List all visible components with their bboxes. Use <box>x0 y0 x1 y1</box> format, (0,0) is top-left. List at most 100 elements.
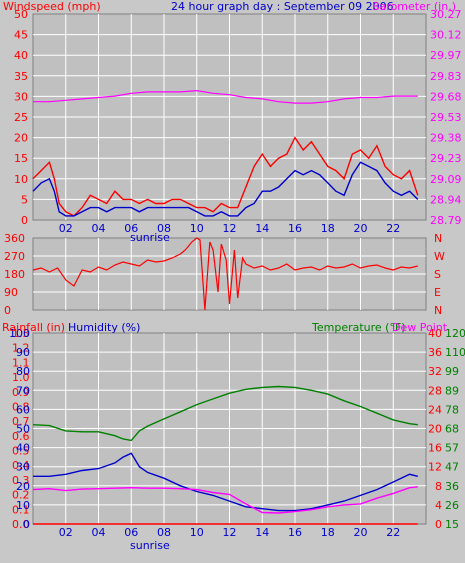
temp-f-y-tick-label: 99 <box>445 365 459 378</box>
barometer-y-tick-label: 29.83 <box>430 70 462 83</box>
temp-f-y-tick-label: 26 <box>445 499 459 512</box>
windspeed-axis-label: Windspeed (mph) <box>3 0 101 13</box>
x-tick-label: 08 <box>157 526 171 539</box>
humidity-y-tick-label: 10 <box>16 499 30 512</box>
x-tick-label: 12 <box>223 526 237 539</box>
barometer-y-tick-label: 29.23 <box>430 152 462 165</box>
compass-tick-label: N <box>434 304 442 317</box>
wind-y-tick-label: 20 <box>14 132 28 145</box>
x-tick-label: 10 <box>190 222 204 235</box>
temp-c-y-tick-label: 16 <box>428 442 442 455</box>
wind-y-tick-label: 10 <box>14 173 28 186</box>
rain-y-tick-label: 0.4 <box>12 459 30 472</box>
x-tick-label: 08 <box>157 222 171 235</box>
x-tick-label: 06 <box>124 222 138 235</box>
wind-y-tick-label: 15 <box>14 152 28 165</box>
x-tick-label: 18 <box>321 222 335 235</box>
wind-direction-line <box>32 237 418 311</box>
rain-y-tick-label: 0.8 <box>12 400 30 413</box>
temp-c-y-tick-label: 20 <box>428 423 442 436</box>
humidity-y-tick-label: 90 <box>16 346 30 359</box>
temp-c-y-tick-label: 4 <box>435 499 442 512</box>
chart-title: 24 hour graph day : September 09 2006 <box>171 0 394 13</box>
temperature-axis-label: Temperature (°F) <box>311 321 406 334</box>
x-tick-label: 20 <box>354 526 368 539</box>
series-lines <box>32 89 419 525</box>
humidity-axis-label: Humidity (%) <box>68 321 140 334</box>
rain-y-tick-label: 0.9 <box>12 386 30 399</box>
barometer-y-tick-label: 30.12 <box>430 29 462 42</box>
temp-f-y-tick-label: 120 <box>445 327 465 340</box>
wind-average-line <box>32 161 419 217</box>
rain-y-tick-label: 0.3 <box>12 474 30 487</box>
windspeed-line <box>32 136 419 217</box>
humidity-y-tick-label: 40 <box>16 442 30 455</box>
direction-y-tick-label: 180 <box>4 268 25 281</box>
dewpoint-axis-label: Dew Point <box>392 321 448 334</box>
humidity-y-tick-label: 100 <box>9 327 30 340</box>
rainfall-axis-label: Rainfall (in) <box>2 321 65 334</box>
x-tick-label: 20 <box>354 222 368 235</box>
compass-tick-label: W <box>434 250 445 263</box>
x-tick-label: 16 <box>288 526 302 539</box>
rain-y-tick-label: 1.0 <box>12 371 30 384</box>
temp-c-y-tick-label: 36 <box>428 346 442 359</box>
x-tick-label: 16 <box>288 222 302 235</box>
temp-f-y-tick-label: 15 <box>445 518 459 531</box>
barometer-y-tick-label: 29.09 <box>430 173 462 186</box>
temp-f-y-tick-label: 47 <box>445 461 459 474</box>
x-tick-label: 04 <box>92 222 106 235</box>
rain-y-tick-label: 1.2 <box>12 342 30 355</box>
rain-y-tick-label: 0.0 <box>12 518 30 531</box>
temp-f-y-tick-label: 68 <box>445 423 459 436</box>
rain-y-tick-label: 0.7 <box>12 415 30 428</box>
temperature-line <box>32 385 418 442</box>
x-tick-label: 12 <box>223 222 237 235</box>
barometer-y-tick-label: 29.97 <box>430 49 462 62</box>
dewpoint-line <box>32 486 418 514</box>
temp-c-y-tick-label: 8 <box>435 480 442 493</box>
x-tick-label: 06 <box>124 526 138 539</box>
direction-y-tick-label: 0 <box>4 304 11 317</box>
sunrise-label-top: sunrise <box>130 231 170 244</box>
humidity-y-tick-label: 70 <box>16 384 30 397</box>
humidity-y-tick-label: 30 <box>16 461 30 474</box>
temp-f-y-tick-label: 110 <box>445 346 465 359</box>
wind-y-tick-label: 50 <box>14 8 28 21</box>
humidity-y-tick-label: 60 <box>16 403 30 416</box>
x-tick-label: 22 <box>386 526 400 539</box>
barometer-axis-label: Barometer (in.) <box>372 0 456 13</box>
wind-y-tick-label: 40 <box>14 49 28 62</box>
humidity-y-tick-label: 20 <box>16 480 30 493</box>
wind-y-tick-label: 45 <box>14 29 28 42</box>
direction-grid <box>33 238 426 310</box>
temp-f-y-tick-label: 78 <box>445 403 459 416</box>
temp-c-y-tick-label: 12 <box>428 461 442 474</box>
rain-y-tick-label: 0.1 <box>12 503 30 516</box>
wind-y-tick-label: 0 <box>21 214 28 227</box>
compass-tick-label: S <box>434 268 441 281</box>
x-tick-label: 18 <box>321 526 335 539</box>
rain-y-tick-label: 1.1 <box>12 356 30 369</box>
barometer-y-tick-label: 28.79 <box>430 214 462 227</box>
temp-c-y-tick-label: 40 <box>428 327 442 340</box>
temperature-grid <box>33 333 426 524</box>
wind-y-tick-label: 5 <box>21 193 28 206</box>
temp-f-y-tick-label: 36 <box>445 480 459 493</box>
rain-y-tick-label: 0.5 <box>12 445 30 458</box>
x-tick-label: 14 <box>255 526 269 539</box>
temp-f-y-tick-label: 57 <box>445 442 459 455</box>
compass-tick-label: N <box>434 232 442 245</box>
barometer-y-tick-label: 29.68 <box>430 90 462 103</box>
direction-y-tick-label: 360 <box>4 232 25 245</box>
temp-c-y-tick-label: 28 <box>428 384 442 397</box>
compass-tick-label: E <box>434 286 441 299</box>
rain-y-tick-label: 0.2 <box>12 489 30 502</box>
x-tick-label: 04 <box>92 526 106 539</box>
x-tick-label: 22 <box>386 222 400 235</box>
barometer-y-tick-label: 29.53 <box>430 111 462 124</box>
x-tick-label: 10 <box>190 526 204 539</box>
x-tick-label: 14 <box>255 222 269 235</box>
